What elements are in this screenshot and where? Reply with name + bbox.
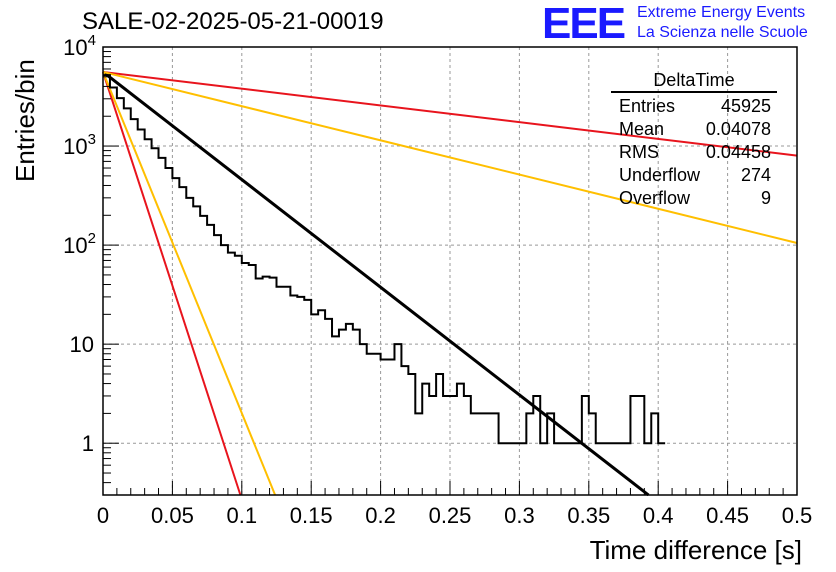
x-axis: 0 0.05 0.1 0.15 0.2 0.25 0.3 0.35 0.4 0.45 0.5	[97, 481, 812, 528]
fit-line-red-steep	[102, 71, 242, 496]
x-tick-label: 0.1	[227, 503, 258, 528]
stats-row-mean: Mean 0.04078	[611, 118, 777, 141]
stats-value: 0.04078	[705, 119, 771, 139]
x-tick-label: 0.2	[365, 503, 396, 528]
y-tick-label: 103	[63, 131, 96, 159]
x-tick-label: 0.05	[151, 503, 194, 528]
y-axis-label: Entries/bin	[10, 59, 40, 182]
x-tick-label: 0.3	[504, 503, 535, 528]
stats-value: 45925	[720, 96, 771, 116]
fit-curves	[102, 70, 798, 497]
x-tick-label: 0	[97, 503, 109, 528]
stats-title: DeltaTime	[611, 70, 777, 93]
y-tick-label: 104	[63, 32, 96, 60]
stats-value: 0.04458	[705, 142, 771, 162]
stats-label: RMS	[619, 142, 659, 162]
x-tick-label: 0.4	[643, 503, 674, 528]
histogram-steps	[103, 74, 666, 445]
y-tick-label: 102	[63, 230, 96, 258]
x-tick-label: 0.5	[782, 503, 813, 528]
y-tick-label: 1	[82, 431, 94, 456]
x-axis-label: Time difference [s]	[589, 535, 802, 565]
y-axis: 1 10 102 103 104	[63, 32, 119, 496]
fit-line-red-shallow	[102, 70, 798, 157]
stats-label: Mean	[619, 119, 665, 139]
x-tick-label: 0.15	[290, 503, 333, 528]
chart-title: SALE-02-2025-05-21-00019	[82, 8, 384, 35]
x-tick-label: 0.35	[567, 503, 610, 528]
stats-value: 9	[760, 188, 771, 208]
fit-line-fit	[102, 70, 650, 497]
x-tick-label: 0.45	[706, 503, 749, 528]
y-tick-label: 10	[70, 332, 94, 357]
stats-row-rms: RMS 0.04458	[611, 141, 777, 164]
stats-row-overflow: Overflow 9	[611, 187, 777, 210]
stats-row-underflow: Underflow 274	[611, 164, 777, 187]
fit-line-orange-shallow	[102, 70, 798, 244]
fit-line-orange-steep	[102, 71, 277, 496]
stats-label: Entries	[619, 96, 676, 116]
stats-label: Overflow	[619, 188, 691, 208]
stats-label: Underflow	[619, 165, 701, 185]
x-tick-label: 0.25	[429, 503, 472, 528]
logo-line-1: Extreme Energy Events	[637, 4, 806, 21]
stats-row-entries: Entries 45925	[611, 95, 777, 118]
eee-logo: EEE	[542, 0, 626, 48]
stats-box: DeltaTime Entries 45925 Mean 0.04078 RMS 0.…	[611, 70, 777, 210]
logo-line-2: La Scienza nelle Scuole	[637, 24, 808, 41]
logo-caption: Extreme Energy Events La Scienza nelle S…	[637, 3, 808, 43]
stats-value: 274	[740, 165, 771, 185]
